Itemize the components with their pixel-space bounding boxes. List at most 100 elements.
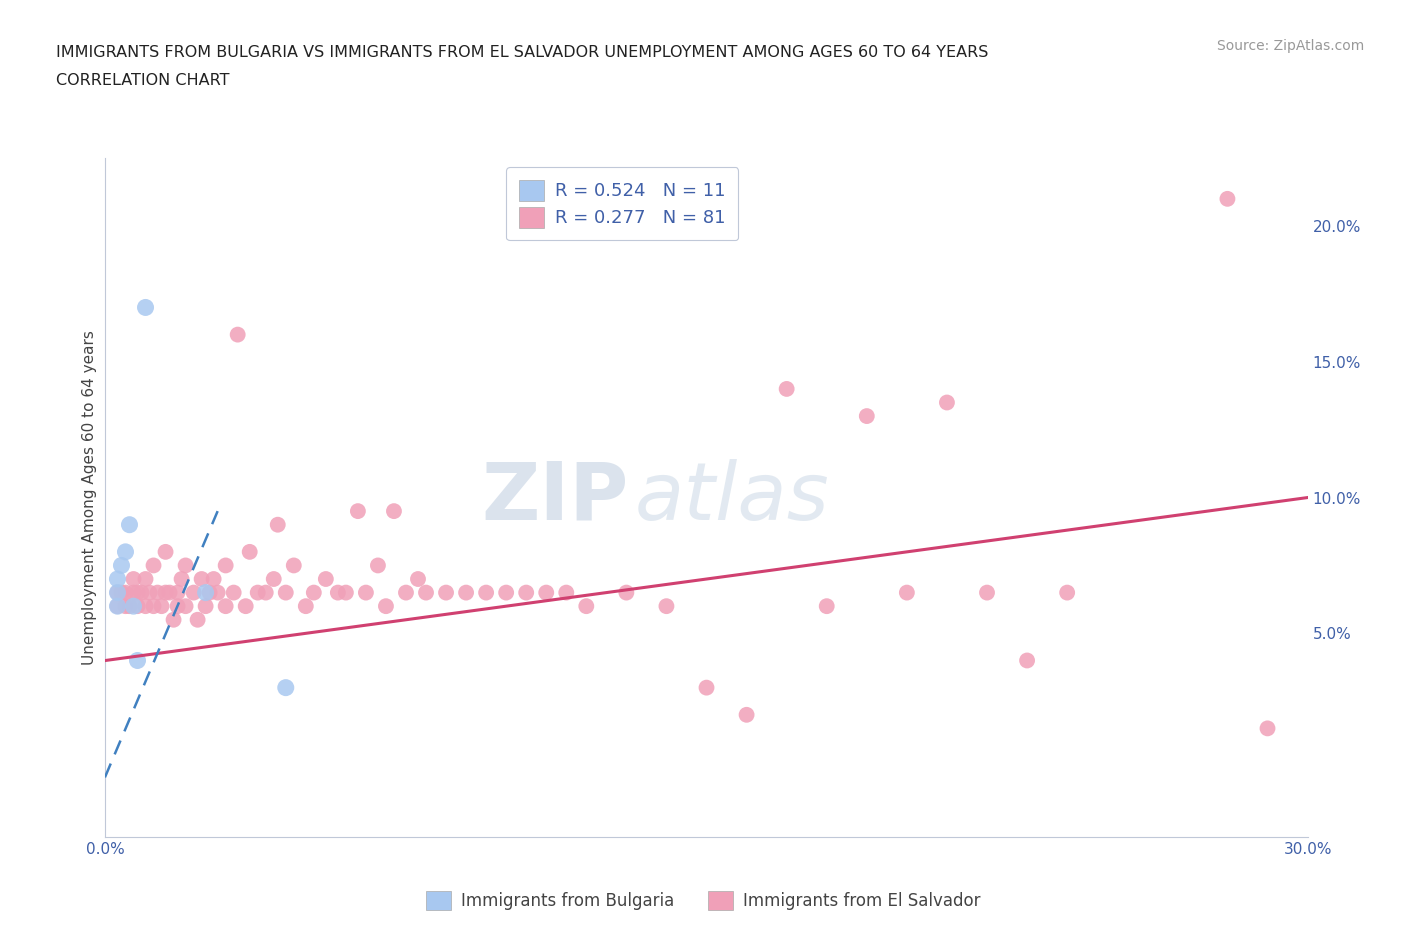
Point [127, 585, 149, 600]
Point [315, 572, 337, 587]
Point [214, 599, 236, 614]
Point [107, 585, 129, 600]
Point [135, 572, 157, 587]
Text: ZIP: ZIP [481, 458, 628, 537]
Point [263, 572, 285, 587]
Text: CORRELATION CHART: CORRELATION CHART [56, 73, 229, 87]
Point [107, 585, 129, 600]
Point [274, 680, 297, 695]
Point [183, 585, 205, 600]
Point [335, 585, 357, 600]
Point [214, 558, 236, 573]
Point [159, 585, 181, 600]
Point [187, 612, 209, 627]
Point [696, 680, 718, 695]
Point [347, 504, 370, 519]
Point [815, 599, 838, 614]
Point [202, 572, 225, 587]
Point [1017, 653, 1039, 668]
Point [616, 585, 638, 600]
Point [936, 395, 959, 410]
Point [1216, 192, 1239, 206]
Point [122, 599, 145, 614]
Point [495, 585, 517, 600]
Text: Source: ZipAtlas.com: Source: ZipAtlas.com [1216, 39, 1364, 53]
Point [170, 572, 193, 587]
Point [118, 517, 141, 532]
Point [515, 585, 537, 600]
Point [382, 504, 405, 519]
Y-axis label: Unemployment Among Ages 60 to 64 years: Unemployment Among Ages 60 to 64 years [82, 330, 97, 665]
Point [194, 585, 217, 600]
Point [114, 544, 136, 559]
Point [138, 585, 160, 600]
Point [222, 585, 245, 600]
Point [194, 599, 217, 614]
Point [174, 558, 197, 573]
Point [274, 585, 297, 600]
Point [326, 585, 349, 600]
Point [475, 585, 498, 600]
Point [114, 599, 136, 614]
Point [135, 599, 157, 614]
Point [283, 558, 305, 573]
Legend: R = 0.524   N = 11, R = 0.277   N = 81: R = 0.524 N = 11, R = 0.277 N = 81 [506, 167, 738, 241]
Point [735, 708, 758, 723]
Point [107, 572, 129, 587]
Point [155, 585, 177, 600]
Point [454, 585, 477, 600]
Point [354, 585, 377, 600]
Point [235, 599, 257, 614]
Point [367, 558, 389, 573]
Text: atlas: atlas [634, 458, 830, 537]
Legend: Immigrants from Bulgaria, Immigrants from El Salvador: Immigrants from Bulgaria, Immigrants fro… [419, 884, 987, 917]
Point [122, 585, 145, 600]
Point [135, 300, 157, 315]
Point [207, 585, 229, 600]
Point [434, 585, 457, 600]
Point [1257, 721, 1279, 736]
Point [142, 599, 165, 614]
Point [395, 585, 418, 600]
Point [174, 599, 197, 614]
Point [896, 585, 918, 600]
Point [302, 585, 325, 600]
Point [162, 612, 184, 627]
Point [118, 599, 141, 614]
Point [295, 599, 318, 614]
Point [107, 599, 129, 614]
Point [142, 558, 165, 573]
Point [246, 585, 269, 600]
Point [976, 585, 998, 600]
Point [655, 599, 678, 614]
Point [127, 599, 149, 614]
Point [122, 572, 145, 587]
Point [534, 585, 557, 600]
Point [239, 544, 262, 559]
Point [110, 585, 132, 600]
Point [226, 327, 249, 342]
Point [166, 599, 188, 614]
Point [190, 572, 212, 587]
Point [127, 653, 149, 668]
Point [855, 408, 877, 423]
Text: IMMIGRANTS FROM BULGARIA VS IMMIGRANTS FROM EL SALVADOR UNEMPLOYMENT AMONG AGES : IMMIGRANTS FROM BULGARIA VS IMMIGRANTS F… [56, 45, 988, 60]
Point [254, 585, 277, 600]
Point [406, 572, 429, 587]
Point [110, 558, 132, 573]
Point [415, 585, 437, 600]
Point [374, 599, 398, 614]
Point [131, 585, 153, 600]
Point [267, 517, 290, 532]
Point [555, 585, 578, 600]
Point [776, 381, 799, 396]
Point [198, 585, 221, 600]
Point [114, 585, 136, 600]
Point [155, 544, 177, 559]
Point [575, 599, 598, 614]
Point [166, 585, 188, 600]
Point [1056, 585, 1078, 600]
Point [146, 585, 169, 600]
Point [150, 599, 173, 614]
Point [107, 599, 129, 614]
